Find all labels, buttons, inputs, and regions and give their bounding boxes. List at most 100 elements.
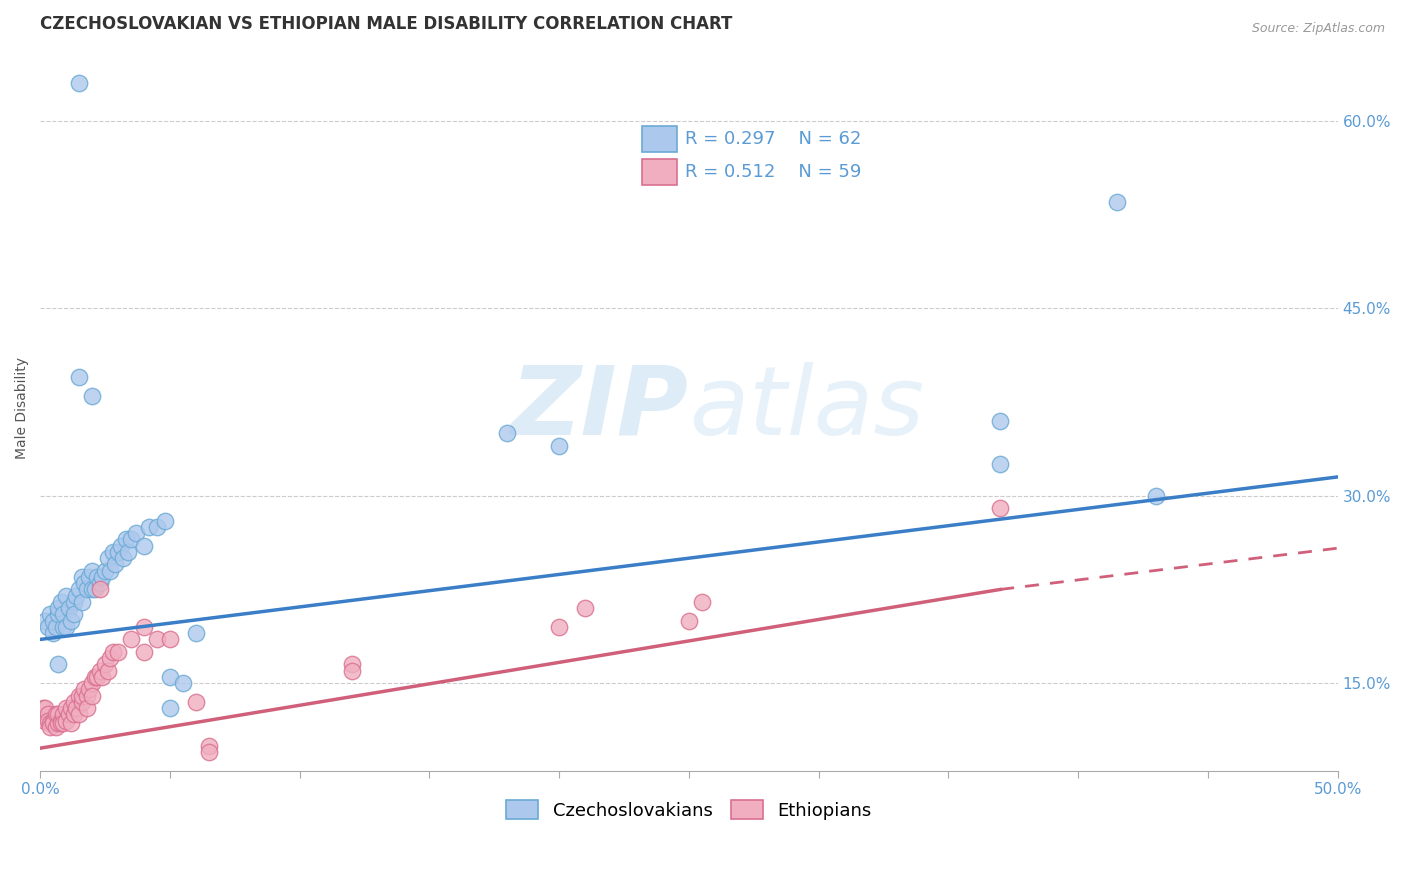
Point: [80, 389, 103, 403]
Point: [60, 716, 83, 731]
Legend: Czechoslovakians, Ethiopians: Czechoslovakians, Ethiopians: [499, 793, 879, 827]
Point: [42, 614, 65, 628]
Point: [86, 570, 108, 584]
Point: [146, 632, 169, 647]
Point: [112, 551, 135, 566]
Point: [120, 632, 142, 647]
Point: [159, 670, 181, 684]
Point: [574, 601, 596, 615]
Point: [34, 614, 56, 628]
Point: [83, 582, 105, 597]
Point: [37, 707, 59, 722]
Point: [114, 533, 136, 547]
Point: [65, 589, 87, 603]
Point: [70, 695, 93, 709]
Point: [153, 514, 176, 528]
Point: [80, 564, 103, 578]
Point: [67, 582, 90, 597]
Point: [46, 657, 69, 672]
Point: [46, 707, 69, 722]
Point: [73, 682, 96, 697]
Point: [70, 689, 93, 703]
Point: [80, 689, 103, 703]
Point: [63, 707, 86, 722]
Point: [101, 645, 124, 659]
Point: [340, 664, 363, 678]
Point: [98, 651, 121, 665]
Y-axis label: Male Disability: Male Disability: [15, 357, 30, 459]
Point: [172, 676, 194, 690]
Point: [42, 716, 65, 731]
Point: [678, 614, 700, 628]
Point: [42, 714, 65, 728]
Point: [42, 626, 65, 640]
Point: [55, 714, 77, 728]
Point: [80, 582, 103, 597]
Point: [55, 589, 77, 603]
Point: [58, 707, 80, 722]
Point: [988, 501, 1011, 516]
Point: [97, 551, 120, 566]
Point: [97, 664, 120, 678]
Point: [86, 670, 108, 684]
Point: [1105, 194, 1128, 209]
Point: [91, 570, 114, 584]
Point: [548, 620, 571, 634]
Point: [60, 701, 83, 715]
Point: [197, 739, 219, 753]
Point: [1144, 489, 1167, 503]
Point: [117, 545, 139, 559]
Point: [63, 595, 86, 609]
Point: [107, 545, 129, 559]
Point: [548, 439, 571, 453]
Point: [49, 716, 72, 731]
Point: [63, 695, 86, 709]
Point: [39, 716, 62, 731]
Text: CZECHOSLOVAKIAN VS ETHIOPIAN MALE DISABILITY CORRELATION CHART: CZECHOSLOVAKIAN VS ETHIOPIAN MALE DISABI…: [41, 15, 733, 33]
Point: [184, 695, 207, 709]
Point: [79, 682, 101, 697]
Point: [101, 545, 124, 559]
Point: [49, 595, 72, 609]
Text: atlas: atlas: [689, 361, 924, 455]
Point: [52, 620, 75, 634]
Point: [52, 707, 75, 722]
Point: [63, 607, 86, 622]
Point: [89, 582, 111, 597]
Point: [98, 564, 121, 578]
Point: [67, 689, 90, 703]
Point: [45, 720, 67, 734]
Point: [76, 701, 98, 715]
Point: [67, 76, 90, 90]
Point: [39, 607, 62, 622]
Point: [76, 689, 98, 703]
Point: [34, 701, 56, 715]
Point: [46, 607, 69, 622]
Point: [159, 701, 181, 715]
Point: [83, 670, 105, 684]
Point: [37, 714, 59, 728]
Point: [988, 414, 1011, 428]
Bar: [641, 126, 678, 152]
Point: [67, 370, 90, 384]
Point: [55, 701, 77, 715]
Point: [94, 657, 117, 672]
Point: [52, 607, 75, 622]
Text: R = 0.512    N = 59: R = 0.512 N = 59: [685, 163, 862, 181]
Point: [104, 558, 127, 572]
Point: [340, 657, 363, 672]
Point: [89, 664, 111, 678]
Text: ZIP: ZIP: [510, 361, 689, 455]
Point: [80, 676, 103, 690]
Point: [52, 716, 75, 731]
Point: [73, 576, 96, 591]
Point: [46, 601, 69, 615]
Point: [988, 458, 1011, 472]
Point: [60, 614, 83, 628]
Point: [138, 520, 160, 534]
Point: [132, 620, 155, 634]
Text: Source: ZipAtlas.com: Source: ZipAtlas.com: [1251, 22, 1385, 36]
Point: [110, 539, 132, 553]
Point: [197, 745, 219, 759]
Point: [184, 626, 207, 640]
